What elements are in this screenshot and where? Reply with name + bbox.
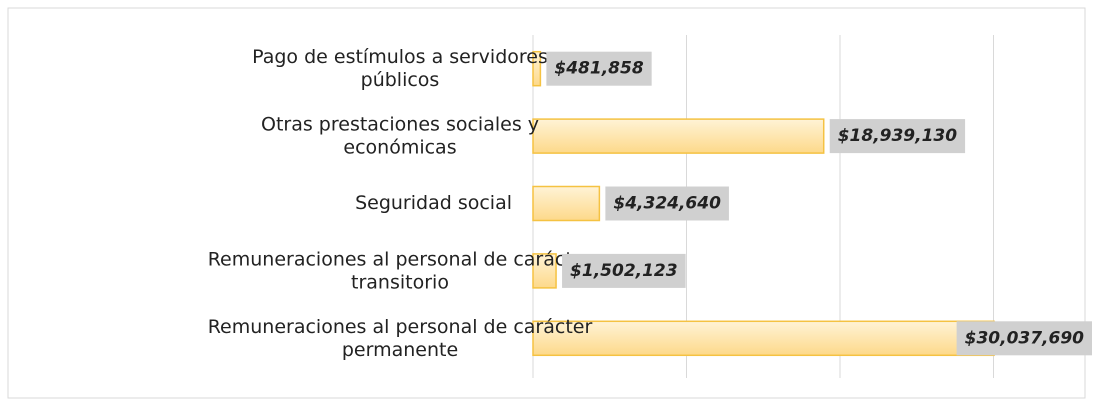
value-label: $1,502,123 bbox=[570, 261, 678, 281]
value-label-box bbox=[829, 119, 966, 154]
bar bbox=[532, 185, 601, 222]
category-label: Remuneraciones al personal de carácter tr… bbox=[208, 248, 593, 293]
value-label-box bbox=[546, 51, 652, 86]
value-label: $30,037,690 bbox=[965, 328, 1085, 348]
value-label-box bbox=[562, 253, 686, 288]
bar bbox=[532, 253, 557, 289]
category-label: Seguridad social bbox=[355, 192, 512, 214]
bar bbox=[532, 50, 542, 87]
category-label: Otras prestaciones sociales y económicas bbox=[261, 113, 539, 158]
category-label: Remuneraciones al personal de carácter pe… bbox=[208, 315, 593, 360]
bar bbox=[532, 118, 825, 154]
value-label: $481,858 bbox=[554, 59, 643, 79]
value-label-box bbox=[605, 186, 729, 221]
value-label: $18,939,130 bbox=[838, 126, 958, 146]
bar bbox=[532, 320, 995, 357]
value-label-box bbox=[956, 321, 1092, 356]
category-label: Pago de estímulos a servidores públicos bbox=[252, 46, 548, 91]
value-label: $4,324,640 bbox=[613, 194, 721, 214]
